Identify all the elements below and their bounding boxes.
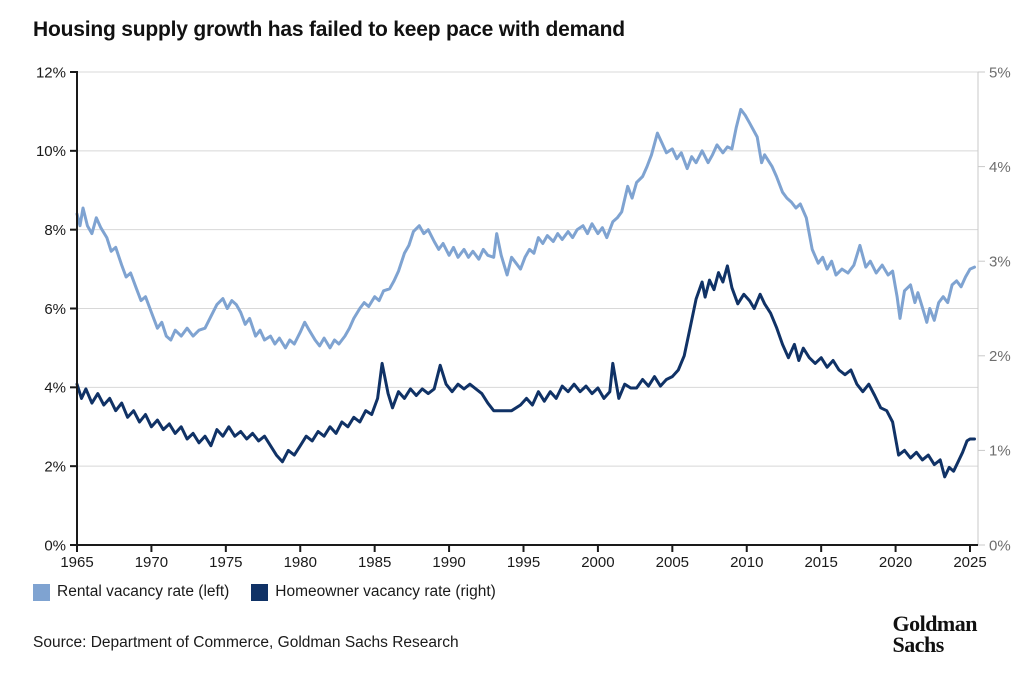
legend-label-homeowner: Homeowner vacancy rate (right): [275, 583, 496, 600]
right-tick-label: 1%: [989, 443, 1011, 460]
legend-item-rental: Rental vacancy rate (left): [33, 583, 229, 601]
x-tick-label: 2010: [730, 554, 763, 571]
right-tick-label: 5%: [989, 64, 1011, 81]
legend-label-rental: Rental vacancy rate (left): [57, 583, 230, 600]
legend-item-homeowner: Homeowner vacancy rate (right): [251, 583, 496, 601]
homeowner-vacancy-line: [75, 264, 976, 479]
left-tick-label: 10%: [36, 143, 66, 160]
x-tick-label: 2020: [879, 554, 912, 571]
logo-line-2: Sachs: [892, 632, 944, 657]
rental-vacancy-line: [75, 107, 976, 350]
chart-svg: 0% 2% 4% 6% 8% 10% 12% 0% 1% 2% 3% 4% 5% 1965 1970 1975…: [36, 64, 1011, 571]
logo-line-1: Goldman: [892, 611, 977, 636]
left-tick-label: 0%: [44, 537, 66, 554]
right-tick-label: 4%: [989, 159, 1011, 176]
x-tick-label: 1975: [209, 554, 242, 571]
left-tick-label: 4%: [44, 380, 66, 397]
left-tick-label: 2%: [44, 458, 66, 475]
x-tick-label: 1985: [358, 554, 391, 571]
x-tick-label: 2025: [953, 554, 986, 571]
left-tick-label: 6%: [44, 301, 66, 318]
rental-swatch-icon: [33, 583, 50, 601]
x-tick-label: 1970: [135, 554, 168, 571]
left-tick-label: 12%: [36, 64, 66, 81]
x-tick-label: 1965: [60, 554, 93, 571]
x-tick-label: 1980: [284, 554, 317, 571]
x-tick-label: 1995: [507, 554, 540, 571]
right-tick-label: 2%: [989, 348, 1011, 365]
chart-area: 0% 2% 4% 6% 8% 10% 12% 0% 1% 2% 3% 4% 5% 1965 1970 1975…: [36, 64, 1011, 571]
goldman-sachs-logo: Goldman Sachs: [892, 611, 977, 657]
left-tick-label: 8%: [44, 222, 66, 239]
x-tick-label: 2015: [804, 554, 837, 571]
x-tick-label: 2000: [581, 554, 614, 571]
legend: Rental vacancy rate (left) Homeowner vac…: [33, 583, 496, 601]
x-tick-label: 2005: [656, 554, 689, 571]
x-tick-label: 1990: [432, 554, 465, 571]
homeowner-swatch-icon: [251, 583, 269, 601]
source-note: Source: Department of Commerce, Goldman …: [33, 634, 459, 651]
right-tick-label: 3%: [989, 253, 1011, 270]
chart-title: Housing supply growth has failed to keep…: [33, 18, 625, 41]
right-tick-label: 0%: [989, 537, 1011, 554]
